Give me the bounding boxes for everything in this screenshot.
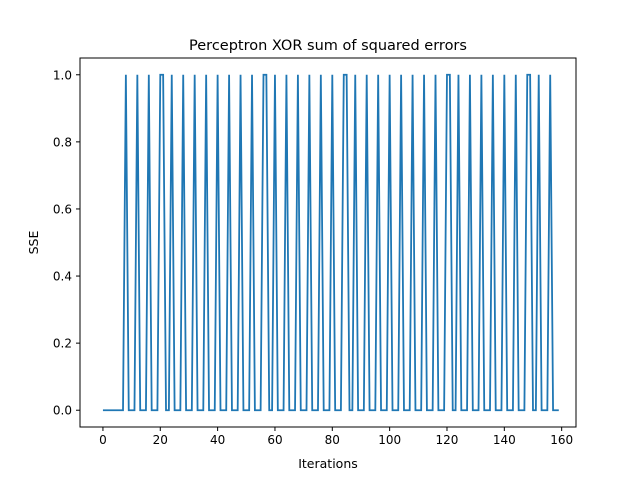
x-axis-label: Iterations bbox=[298, 456, 358, 471]
y-tick-label: 0.4 bbox=[53, 270, 72, 284]
x-tick-label: 140 bbox=[493, 433, 516, 447]
x-tick-label: 100 bbox=[378, 433, 401, 447]
y-tick-label: 0.0 bbox=[53, 404, 72, 418]
y-tick-label: 0.2 bbox=[53, 337, 72, 351]
y-tick-label: 0.6 bbox=[53, 202, 72, 216]
x-tick-label: 160 bbox=[550, 433, 573, 447]
plot-frame bbox=[79, 57, 577, 428]
y-axis-label: SSE bbox=[26, 231, 41, 255]
x-tick-label: 80 bbox=[325, 433, 340, 447]
x-tick-label: 120 bbox=[436, 433, 459, 447]
x-tick-label: 20 bbox=[153, 433, 168, 447]
x-tick-label: 60 bbox=[267, 433, 282, 447]
y-tick-label: 1.0 bbox=[53, 68, 72, 82]
sse-series-line bbox=[102, 73, 559, 412]
x-tick-label: 0 bbox=[99, 433, 107, 447]
y-tick-label: 0.8 bbox=[53, 135, 72, 149]
ticks-layer: 0 20 40 60 80 100 120 140 160 0.0 0.2 0.4 0.6 0.8 1.0 bbox=[53, 68, 573, 447]
x-tick-label: 40 bbox=[210, 433, 225, 447]
chart-title: Perceptron XOR sum of squared errors bbox=[189, 38, 467, 54]
